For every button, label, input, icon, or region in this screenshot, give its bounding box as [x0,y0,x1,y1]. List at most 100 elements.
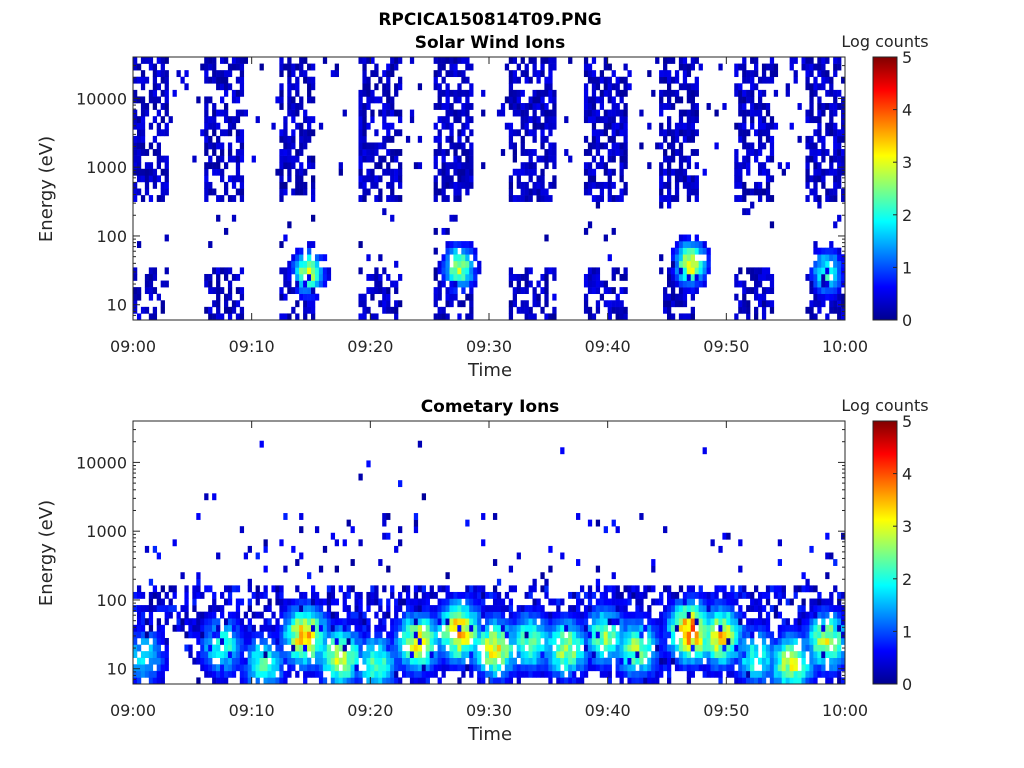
heatmap-cell [674,254,680,262]
heatmap-cell [512,300,517,308]
heatmap-cell [453,89,458,97]
heatmap-cell [433,624,438,632]
heatmap-cell [148,267,154,275]
heatmap-cell [160,280,165,288]
heatmap-cell [287,155,292,163]
heatmap-cell [833,70,838,78]
heatmap-cell [663,181,668,189]
heatmap-cell [279,267,284,275]
heatmap-cell [615,129,620,137]
heatmap-cell [481,637,486,645]
heatmap-cell [164,83,169,91]
heatmap-cell [374,591,379,599]
heatmap-cell [227,591,233,599]
heatmap-cell [734,155,739,163]
heatmap-cell [746,188,751,196]
heatmap-cell [465,611,470,619]
heatmap-cell [409,664,415,672]
heatmap-cell [817,287,822,295]
heatmap-cell [152,657,158,665]
heatmap-cell [837,260,842,268]
heatmap-cell [227,83,233,91]
heatmap-cell [789,677,794,685]
heatmap-cell [152,96,158,104]
heatmap-cell [686,273,692,281]
heatmap-cell [409,624,415,632]
heatmap-cell [607,254,612,262]
heatmap-cell [781,631,786,639]
heatmap-cell [698,280,703,288]
heatmap-cell [698,637,703,645]
heatmap-cell [738,103,743,110]
heatmap-cell [338,677,343,685]
heatmap-cell [520,644,525,652]
heatmap-cell [757,142,763,150]
heatmap-cell [670,195,676,202]
heatmap-cell [837,631,842,639]
heatmap-cell [548,149,553,156]
heatmap-cell [595,83,601,91]
heatmap-cell [342,670,347,678]
heatmap-cell [765,644,771,652]
heatmap-cell [489,651,494,659]
heatmap-cell [152,70,158,78]
heatmap-cell [330,637,336,645]
heatmap-cell [441,227,446,235]
heatmap-cell [168,585,173,593]
heatmap-cell [283,155,288,163]
heatmap-cell [342,539,347,547]
heatmap-cell [370,591,375,599]
heatmap-cell [429,591,434,599]
heatmap-cell [390,122,395,130]
heatmap-cell [587,109,593,117]
heatmap-cell [204,195,209,202]
heatmap-cell [496,644,502,652]
heatmap-cell [413,605,419,612]
heatmap-cell [227,585,233,593]
heatmap-cell [579,618,585,626]
heatmap-cell [710,657,715,665]
heatmap-cell [401,637,407,645]
heatmap-cell [405,618,411,626]
heatmap-cell [694,605,699,612]
heatmap-cell [287,162,292,170]
heatmap-cell [761,670,767,678]
heatmap-cell [287,287,292,295]
heatmap-cell [358,644,363,652]
heatmap-cell [358,313,363,321]
heatmap-cell [322,651,328,659]
heatmap-cell [520,605,525,612]
heatmap-cell [235,624,241,632]
heatmap-cell [390,306,395,314]
heatmap-cell [382,677,387,685]
heatmap-cell [425,664,430,672]
heatmap-cell [398,83,403,91]
heatmap-cell [678,57,684,64]
heatmap-cell [738,677,743,685]
heatmap-cell [694,280,699,288]
heatmap-cell [275,677,280,685]
heatmap-cell [694,129,699,137]
heatmap-cell [148,313,154,321]
heatmap-cell [670,76,676,84]
heatmap-cell [615,300,620,308]
heatmap-cell [742,280,747,288]
heatmap-cell [279,89,284,97]
heatmap-cell [204,657,209,665]
heatmap-cell [544,109,549,117]
heatmap-cell [473,644,478,652]
heatmap-cell [504,96,510,104]
heatmap-cell [239,142,245,150]
heatmap-cell [374,181,379,189]
heatmap-cell [334,598,339,606]
heatmap-cell [667,605,672,612]
heatmap-cell [318,644,324,652]
heatmap-cell [133,677,138,685]
heatmap-cell [457,155,462,163]
heatmap-cell [148,605,154,612]
heatmap-cell [469,260,474,268]
heatmap-cell [405,651,411,659]
heatmap-cell [833,585,838,593]
heatmap-cell [366,670,371,678]
heatmap-cell [239,287,245,295]
